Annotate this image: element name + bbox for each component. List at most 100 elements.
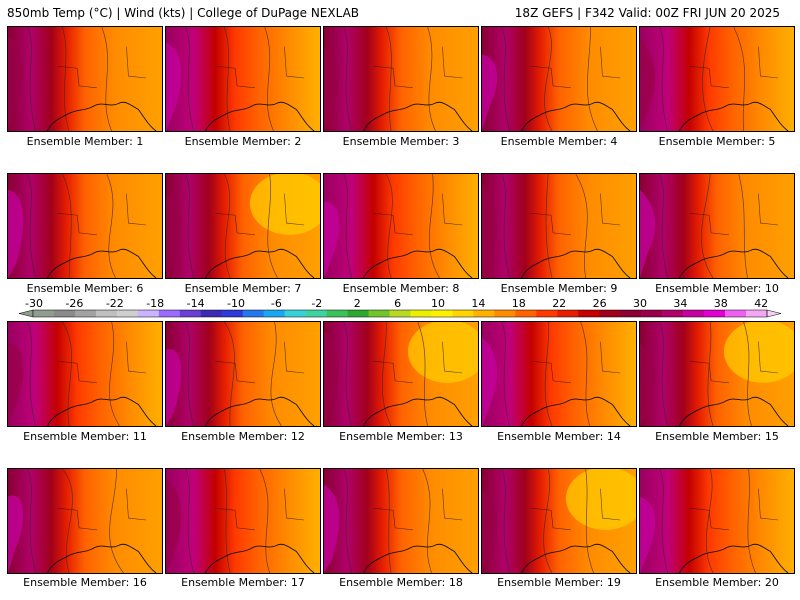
isotherm-contours	[501, 174, 588, 278]
warm-core-region	[324, 322, 340, 426]
coastline	[521, 543, 631, 573]
state-borders	[373, 46, 463, 89]
temperature-field	[8, 322, 162, 426]
coastline	[679, 248, 789, 278]
isotherm-contours	[27, 174, 116, 278]
warm-core-region	[482, 27, 498, 131]
colorbar-swatch	[641, 310, 663, 317]
temperature-field	[640, 469, 794, 573]
colorbar-swatch	[263, 310, 285, 317]
state-borders	[689, 488, 779, 531]
ensemble-member-label: Ensemble Member: 14	[497, 430, 621, 443]
isotherm-contours	[659, 174, 748, 278]
coastline	[205, 543, 315, 573]
coastline	[47, 543, 157, 573]
colorbar-tick-label: -10	[227, 297, 245, 310]
ensemble-member-panel	[323, 26, 479, 132]
isotherm-contours	[659, 469, 756, 573]
colorbar-tick-label: 30	[633, 297, 647, 310]
colorbar-swatch	[473, 310, 495, 317]
coastline	[205, 101, 315, 131]
colorbar-swatch	[284, 310, 306, 317]
ensemble-member-label: Ensemble Member: 18	[339, 576, 463, 589]
colorbar-swatch	[116, 310, 139, 317]
warm-core-region	[640, 174, 656, 278]
ensemble-member-label: Ensemble Member: 12	[181, 430, 305, 443]
colorbar-swatch	[33, 310, 55, 317]
state-borders	[57, 341, 147, 384]
temperature-field	[482, 27, 636, 131]
ensemble-member-label: Ensemble Member: 1	[26, 135, 144, 148]
colorbar-tick-label: -22	[106, 297, 124, 310]
state-borders	[373, 341, 463, 384]
isotherm-contours	[185, 27, 274, 131]
colorbar-tick-label: 38	[714, 297, 728, 310]
ensemble-member-label: Ensemble Member: 9	[500, 282, 618, 295]
colorbar-swatch	[221, 310, 244, 317]
isotherm-contours	[501, 322, 590, 426]
isotherm-contours	[27, 469, 124, 573]
ensemble-member-label: Ensemble Member: 10	[655, 282, 779, 295]
colorbar-tick-label: -6	[271, 297, 282, 310]
colorbar-swatch	[347, 310, 369, 317]
warm-core-region	[8, 322, 24, 426]
colorbar-swatch	[410, 310, 432, 317]
state-borders	[531, 341, 621, 384]
colorbar-swatch	[305, 310, 327, 317]
colorbar-tick-label: 42	[754, 297, 768, 310]
colorbar-swatch	[515, 310, 537, 317]
state-borders	[57, 46, 147, 89]
state-borders	[215, 46, 305, 89]
coastline	[521, 396, 631, 426]
colorbar-swatch	[452, 310, 474, 317]
warm-core-region	[8, 27, 24, 131]
ensemble-member-label: Ensemble Member: 15	[655, 430, 779, 443]
colorbar-tick-label: 6	[394, 297, 401, 310]
ensemble-member-label: Ensemble Member: 19	[497, 576, 621, 589]
colorbar-swatch	[494, 310, 516, 317]
ensemble-member-panel	[165, 26, 321, 132]
warm-core-region	[640, 27, 656, 131]
coastline	[47, 101, 157, 131]
colorbar-swatch	[725, 310, 747, 317]
isotherm-contours	[185, 469, 270, 573]
temperature-field	[166, 27, 320, 131]
map-title: 850mb Temp (°C) | Wind (kts) | College o…	[7, 6, 360, 20]
ensemble-member-panel	[7, 173, 163, 279]
coastline	[47, 248, 157, 278]
warm-core-region	[324, 469, 340, 573]
ensemble-member-panel	[165, 468, 321, 574]
ensemble-member-panel	[165, 321, 321, 427]
temperature-field	[324, 469, 478, 573]
state-borders	[373, 193, 463, 236]
colorbar-tick-label: 18	[512, 297, 526, 310]
temperature-field	[8, 174, 162, 278]
ensemble-member-panel	[639, 173, 795, 279]
coastline	[205, 248, 315, 278]
colorbar-swatch	[200, 310, 223, 317]
warm-core-region	[324, 27, 340, 131]
colorbar-tick-label: -30	[25, 297, 43, 310]
ensemble-member-label: Ensemble Member: 5	[658, 135, 776, 148]
state-borders	[531, 193, 621, 236]
temperature-field	[8, 27, 162, 131]
colorbar-swatch	[536, 310, 558, 317]
colorbar-swatch	[683, 310, 705, 317]
colorbar-swatch	[326, 310, 348, 317]
ensemble-member-label: Ensemble Member: 7	[184, 282, 302, 295]
colorbar-swatch	[74, 310, 97, 317]
coastline	[679, 101, 789, 131]
ensemble-member-label: Ensemble Member: 13	[339, 430, 463, 443]
run-info: 18Z GEFS | F342 Valid: 00Z FRI JUN 20 20…	[514, 6, 780, 20]
isotherm-contours	[501, 27, 598, 131]
coastline	[363, 396, 473, 426]
ensemble-member-panel	[165, 173, 321, 279]
coastline	[679, 396, 789, 426]
warm-core-region	[640, 469, 656, 573]
state-borders	[689, 193, 779, 236]
colorbar-tick-label: 2	[354, 297, 361, 310]
state-borders	[531, 46, 621, 89]
colorbar-tick-label: 22	[552, 297, 566, 310]
warm-core-region	[482, 174, 498, 278]
ensemble-member-label: Ensemble Member: 8	[342, 282, 460, 295]
